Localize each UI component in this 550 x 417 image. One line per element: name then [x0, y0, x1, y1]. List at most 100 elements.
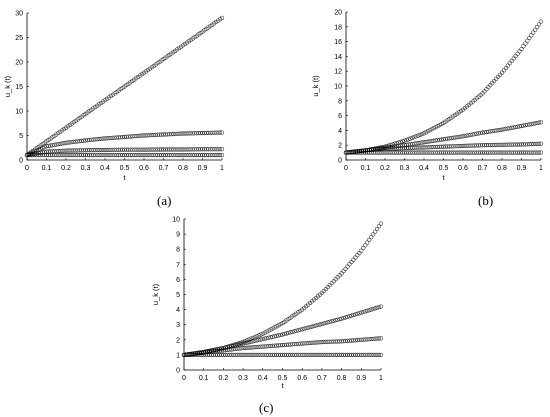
- data-point: [256, 333, 261, 338]
- data-point: [517, 124, 522, 129]
- data-point: [353, 255, 358, 260]
- data-point: [250, 335, 256, 341]
- y-tick-label: 20: [15, 60, 23, 67]
- data-point: [347, 262, 352, 267]
- data-point: [536, 150, 542, 155]
- data-point: [345, 314, 350, 319]
- x-tick-label: 0.9: [356, 375, 366, 382]
- y-tick-label: 2: [338, 143, 342, 150]
- data-point: [311, 323, 317, 329]
- data-point: [305, 325, 311, 330]
- data-point: [509, 125, 514, 130]
- data-point: [505, 126, 510, 131]
- data-point: [349, 313, 354, 318]
- data-point: [531, 121, 536, 126]
- data-point: [363, 309, 368, 314]
- data-point: [527, 35, 532, 41]
- data-point: [427, 128, 432, 133]
- data-point: [343, 266, 348, 271]
- x-axis-title: t: [281, 381, 284, 390]
- data-point: [519, 123, 524, 129]
- data-point: [527, 122, 532, 127]
- data-point: [351, 312, 356, 318]
- data-point: [288, 330, 293, 335]
- data-point: [274, 324, 279, 329]
- data-point: [439, 121, 444, 127]
- data-point: [525, 38, 530, 43]
- data-point: [534, 120, 540, 126]
- data-point: [242, 340, 248, 346]
- data-point: [369, 234, 374, 240]
- data-point: [474, 131, 479, 136]
- data-point: [517, 49, 522, 54]
- data-point: [536, 22, 542, 27]
- data-point: [521, 44, 526, 49]
- data-point: [533, 27, 538, 32]
- y-tick-label: 16: [334, 39, 342, 46]
- data-point: [246, 340, 252, 345]
- data-point: [376, 224, 382, 229]
- data-point: [367, 308, 372, 313]
- data-point: [501, 127, 507, 132]
- y-tick-label: 10: [172, 217, 180, 224]
- data-point: [374, 305, 380, 310]
- y-tick-label: 18: [334, 24, 342, 31]
- data-point: [515, 124, 520, 129]
- x-tick-label: 0.4: [258, 375, 268, 382]
- x-tick-label: 0.3: [400, 165, 410, 172]
- data-point: [538, 141, 544, 146]
- data-point: [351, 257, 356, 262]
- data-point: [476, 131, 481, 136]
- data-point: [357, 250, 362, 256]
- data-point: [264, 329, 269, 334]
- y-tick-label: 30: [15, 11, 23, 18]
- data-point: [376, 352, 382, 358]
- data-point: [278, 322, 283, 327]
- x-tick-label: 0.7: [159, 165, 169, 172]
- data-point: [217, 152, 223, 158]
- data-point: [290, 329, 295, 334]
- data-point: [219, 15, 225, 21]
- data-point: [511, 56, 516, 61]
- data-point: [507, 126, 512, 131]
- data-point: [464, 133, 470, 138]
- data-point: [468, 132, 473, 137]
- data-point: [421, 131, 427, 136]
- data-point: [414, 134, 419, 139]
- x-tick-label: 0.6: [458, 165, 468, 172]
- y-tick-label: 1: [176, 352, 180, 359]
- series-4: [24, 152, 225, 158]
- data-point: [359, 310, 364, 315]
- data-point: [378, 352, 384, 358]
- data-point: [533, 121, 538, 126]
- series-3: [181, 336, 384, 358]
- x-tick-label: 0.2: [61, 165, 71, 172]
- data-point: [538, 150, 544, 155]
- y-tick-label: 3: [176, 322, 180, 329]
- data-point: [36, 147, 41, 152]
- data-point: [323, 320, 328, 326]
- series-4: [343, 150, 544, 155]
- series-2: [24, 130, 225, 158]
- data-point: [341, 268, 346, 274]
- data-point: [433, 125, 438, 130]
- y-tick-label: 10: [15, 109, 23, 116]
- data-point: [365, 240, 370, 245]
- panel-caption-b: (b): [478, 193, 494, 208]
- data-point: [40, 145, 45, 151]
- y-axis-title: u_k (t): [151, 283, 160, 305]
- series-1: [24, 15, 225, 158]
- data-point: [335, 317, 340, 322]
- x-tick-label: 0.8: [337, 375, 347, 382]
- data-point: [365, 308, 370, 313]
- data-point: [325, 320, 330, 325]
- data-point: [538, 120, 544, 125]
- data-point: [429, 127, 434, 132]
- panel-caption-c: (c): [259, 400, 274, 415]
- data-point: [431, 126, 436, 131]
- x-tick-label: 0.6: [139, 165, 149, 172]
- data-point: [254, 338, 260, 343]
- y-tick-label: 14: [334, 54, 342, 61]
- x-axis-title: t: [123, 173, 126, 182]
- data-point: [258, 332, 263, 337]
